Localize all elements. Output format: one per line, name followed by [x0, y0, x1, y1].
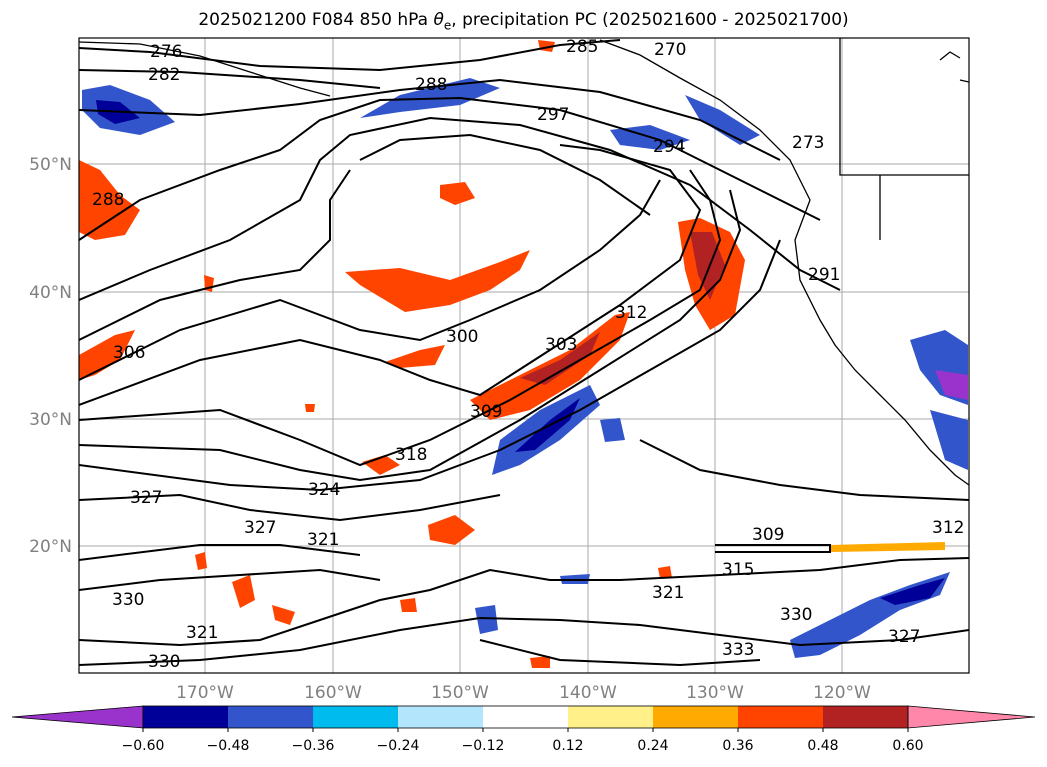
- svg-text:327: 327: [244, 518, 276, 538]
- map-frame: [78, 37, 970, 674]
- svg-text:312: 312: [615, 303, 647, 323]
- svg-text:318: 318: [395, 445, 427, 465]
- lon-label-120w: 120°W: [813, 683, 871, 703]
- lon-label-130w: 130°W: [686, 683, 744, 703]
- lon-label-150w: 150°W: [431, 683, 489, 703]
- svg-text:276: 276: [150, 42, 182, 62]
- lat-label-40n: 40°N: [29, 283, 72, 303]
- colorbar-segment: [568, 706, 653, 728]
- colorbar-segment: [653, 706, 738, 728]
- longitude-labels: 170°W 160°W 150°W 140°W 130°W 120°W: [176, 683, 871, 703]
- svg-text:291: 291: [808, 265, 840, 285]
- colorbar-tick-label: 0.12: [552, 738, 583, 754]
- colorbar-tick-label: −0.36: [292, 738, 335, 754]
- svg-text:324: 324: [308, 480, 340, 500]
- colorbar-frame: [142, 705, 909, 729]
- svg-text:330: 330: [780, 605, 812, 625]
- lon-label-160w: 160°W: [304, 683, 362, 703]
- lat-label-50n: 50°N: [29, 155, 72, 175]
- colorbar-segment: [398, 706, 483, 728]
- svg-text:303: 303: [545, 335, 577, 355]
- colorbar: −0.60 −0.48 −0.36 −0.24 −0.12 0.12 0.24 0.36 0.4…: [11, 705, 1036, 754]
- lat-label-20n: 20°N: [29, 537, 72, 557]
- colorbar-tick-label: −0.48: [207, 738, 250, 754]
- svg-text:333: 333: [722, 640, 754, 660]
- colorbar-tick-label: 0.48: [807, 738, 838, 754]
- colorbar-segment: [228, 706, 313, 728]
- svg-text:309: 309: [470, 402, 502, 422]
- map-background: [79, 38, 969, 673]
- svg-text:321: 321: [652, 583, 684, 603]
- colorbar-tick-label: 0.36: [722, 738, 753, 754]
- colorbar-extend-low: [11, 705, 144, 729]
- colorbar-extend-high: [907, 705, 1036, 729]
- colorbar-tick-label: 0.24: [637, 738, 668, 754]
- svg-text:306: 306: [113, 343, 145, 363]
- svg-text:297: 297: [537, 105, 569, 125]
- lon-label-140w: 140°W: [559, 683, 617, 703]
- colorbar-segment: [483, 706, 568, 728]
- colorbar-tick-label: 0.60: [892, 738, 923, 754]
- svg-text:330: 330: [148, 652, 180, 672]
- svg-text:300: 300: [446, 327, 478, 347]
- contour-labels: 276 282 285 270 288 297 294 273 288 291 …: [92, 37, 964, 672]
- svg-text:312: 312: [932, 518, 964, 538]
- lon-label-170w: 170°W: [176, 683, 234, 703]
- theta-e-contours: [79, 39, 969, 667]
- map-title: 2025021200 F084 850 hPa θe, precipitatio…: [198, 10, 849, 33]
- svg-text:282: 282: [148, 65, 180, 85]
- svg-text:321: 321: [307, 530, 339, 550]
- svg-text:321: 321: [186, 623, 218, 643]
- svg-text:315: 315: [722, 560, 754, 580]
- lat-label-30n: 30°N: [29, 410, 72, 430]
- colorbar-segment: [823, 706, 908, 728]
- coastlines: [79, 38, 969, 486]
- svg-text:288: 288: [415, 75, 447, 95]
- svg-text:330: 330: [112, 590, 144, 610]
- latitude-labels: 50°N 40°N 30°N 20°N: [29, 155, 72, 557]
- colorbar-tick-label: −0.60: [122, 738, 165, 754]
- svg-text:294: 294: [653, 137, 685, 157]
- colorbar-tick-label: −0.24: [377, 738, 420, 754]
- svg-text:273: 273: [792, 133, 824, 153]
- svg-text:270: 270: [654, 40, 686, 60]
- precip-anomaly-fill: [79, 40, 968, 668]
- colorbar-segment: [143, 706, 228, 728]
- colorbar-segment: [313, 706, 398, 728]
- svg-text:285: 285: [566, 37, 598, 57]
- svg-text:309: 309: [752, 525, 784, 545]
- svg-text:288: 288: [92, 190, 124, 210]
- svg-text:327: 327: [888, 627, 920, 647]
- svg-text:327: 327: [130, 488, 162, 508]
- colorbar-segment: [738, 706, 823, 728]
- colorbar-tick-label: −0.12: [462, 738, 505, 754]
